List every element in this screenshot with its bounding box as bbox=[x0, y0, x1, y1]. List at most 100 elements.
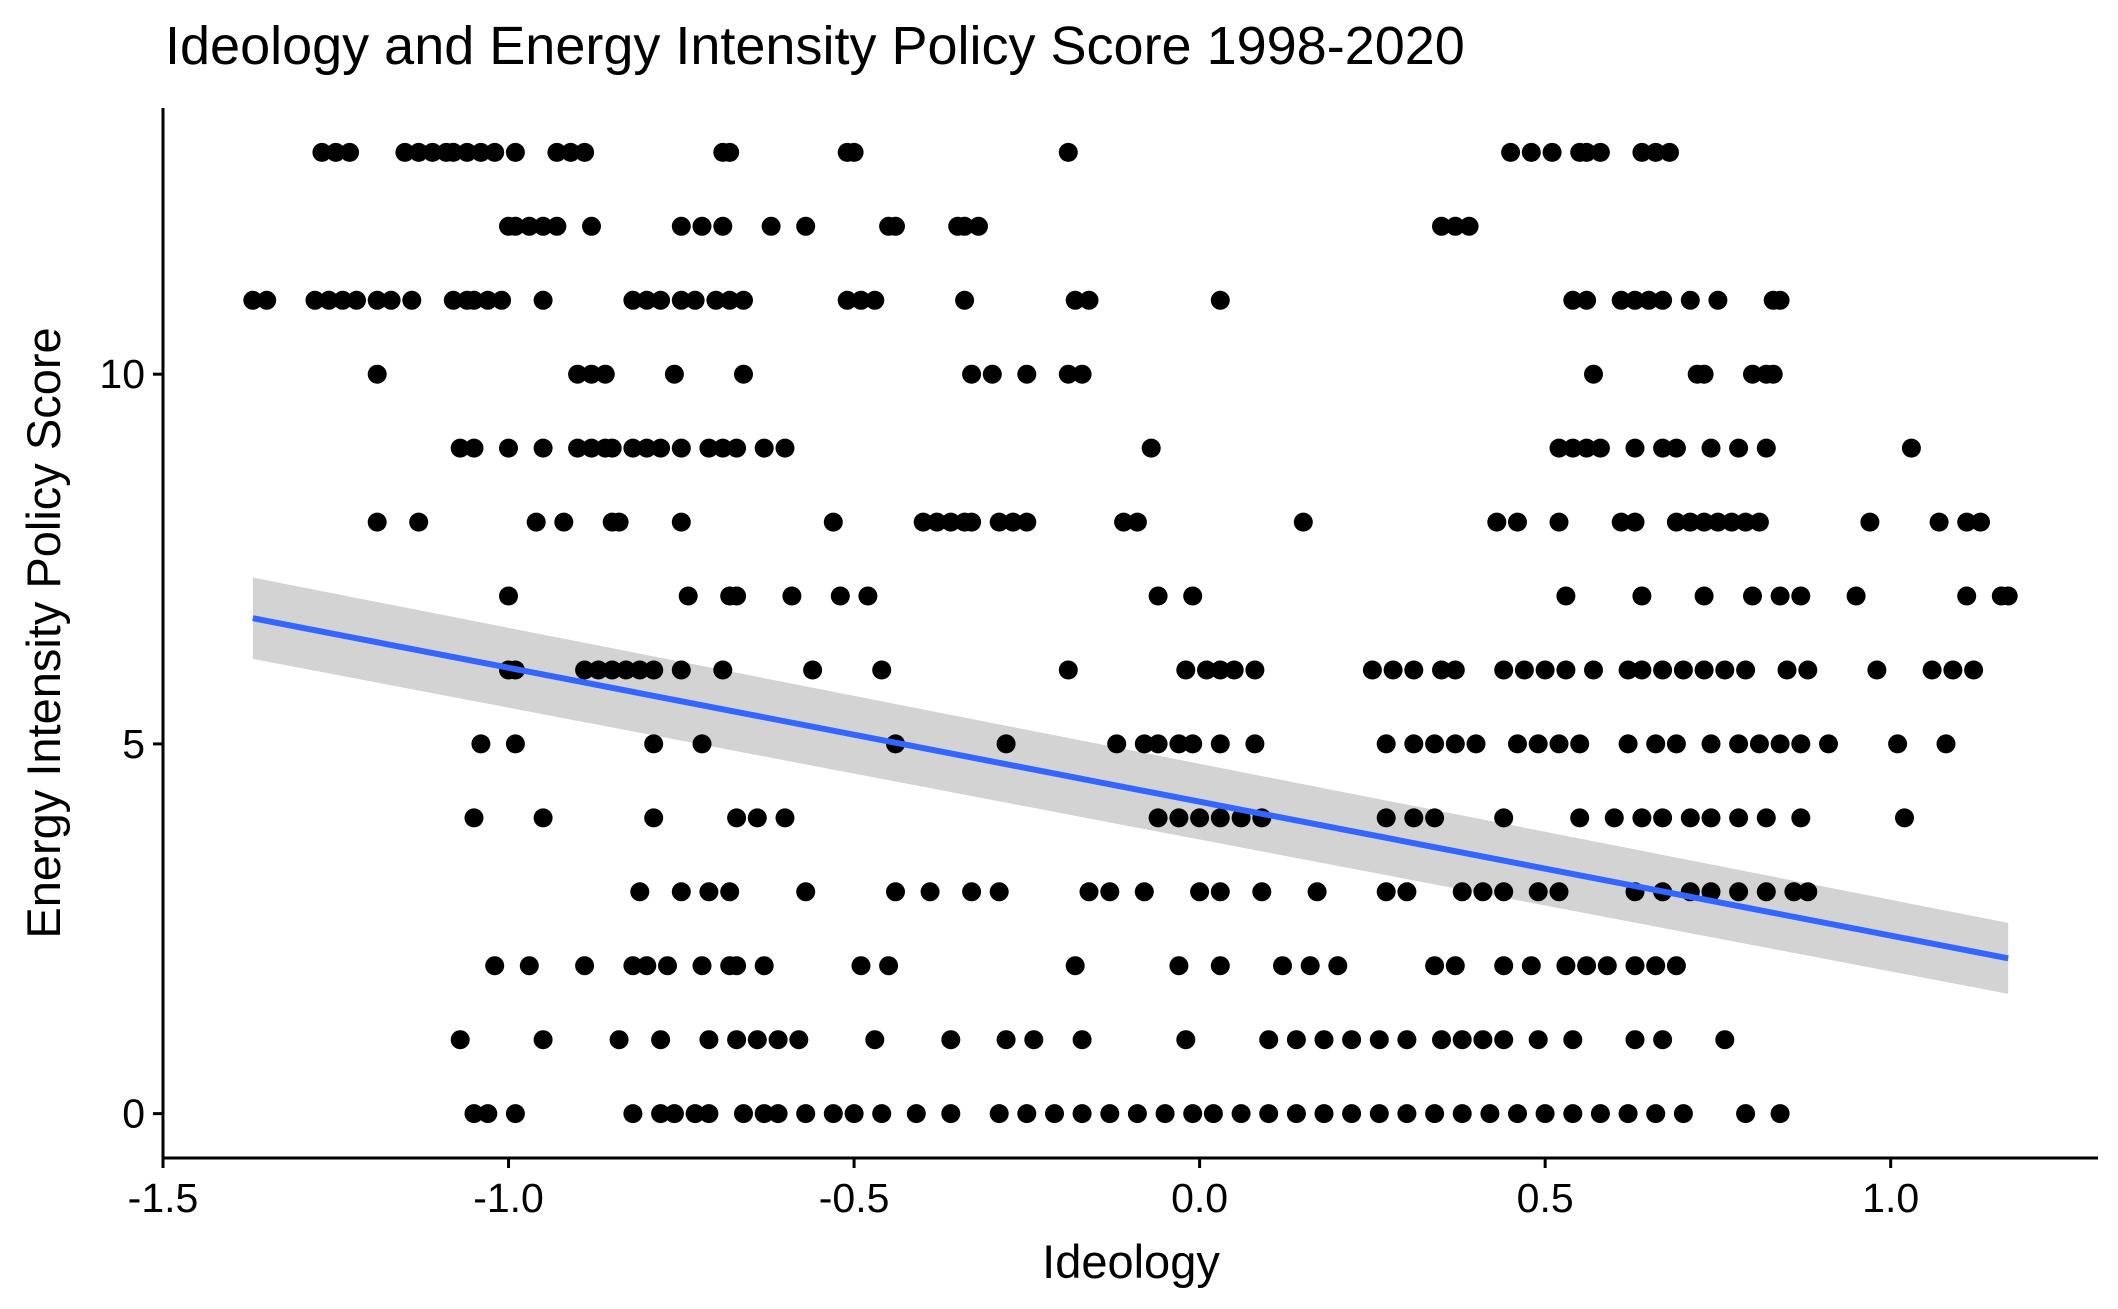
data-point bbox=[637, 956, 657, 976]
data-point bbox=[796, 882, 816, 902]
data-point bbox=[464, 1104, 484, 1124]
data-point bbox=[367, 364, 387, 384]
data-point bbox=[1632, 142, 1652, 162]
data-point bbox=[505, 1104, 525, 1124]
x-axis-title: Ideology bbox=[1042, 1235, 1220, 1288]
data-point bbox=[1445, 216, 1465, 236]
data-point bbox=[775, 808, 795, 828]
data-point bbox=[1867, 660, 1887, 680]
data-point bbox=[1549, 512, 1569, 532]
data-point bbox=[1791, 586, 1811, 606]
data-point bbox=[1611, 290, 1631, 310]
data-point bbox=[637, 438, 657, 458]
data-point bbox=[1286, 1104, 1306, 1124]
data-point bbox=[1169, 808, 1189, 828]
data-point bbox=[575, 956, 595, 976]
data-point bbox=[568, 364, 588, 384]
data-point bbox=[1535, 1104, 1555, 1124]
x-tick-label: -1.0 bbox=[473, 1175, 544, 1221]
data-point bbox=[664, 1104, 684, 1124]
data-point bbox=[533, 216, 553, 236]
data-point bbox=[1514, 660, 1534, 680]
data-point bbox=[699, 882, 719, 902]
data-point bbox=[1169, 956, 1189, 976]
data-point bbox=[761, 216, 781, 236]
data-point bbox=[1397, 1104, 1417, 1124]
data-point bbox=[499, 438, 518, 458]
data-point bbox=[519, 956, 539, 976]
data-point bbox=[941, 512, 961, 532]
data-point bbox=[499, 586, 518, 606]
data-point bbox=[727, 956, 747, 976]
data-point bbox=[519, 216, 539, 236]
trend-line bbox=[252, 615, 2009, 962]
data-point bbox=[754, 956, 774, 976]
data-point bbox=[1611, 512, 1631, 532]
data-point bbox=[955, 290, 975, 310]
data-point bbox=[1017, 1104, 1037, 1124]
data-point bbox=[464, 808, 484, 828]
data-point bbox=[1964, 660, 1984, 680]
data-point bbox=[630, 660, 650, 680]
data-point bbox=[1798, 882, 1818, 902]
data-point bbox=[671, 438, 691, 458]
data-point bbox=[582, 216, 601, 236]
data-point bbox=[1017, 512, 1037, 532]
data-point bbox=[706, 290, 726, 310]
data-point bbox=[768, 1104, 788, 1124]
data-point bbox=[1770, 586, 1790, 606]
data-point bbox=[1376, 882, 1396, 902]
data-point bbox=[1570, 808, 1590, 828]
data-point bbox=[1722, 512, 1742, 532]
data-point bbox=[1666, 512, 1686, 532]
data-point bbox=[1369, 1104, 1389, 1124]
data-point bbox=[505, 216, 525, 236]
data-point bbox=[588, 660, 608, 680]
data-point bbox=[671, 512, 691, 532]
data-point bbox=[1404, 808, 1424, 828]
data-point bbox=[1314, 1030, 1334, 1050]
data-point bbox=[443, 142, 463, 162]
data-point bbox=[602, 660, 622, 680]
data-point bbox=[1127, 512, 1147, 532]
data-point bbox=[1487, 512, 1507, 532]
data-point bbox=[1307, 882, 1327, 902]
data-point bbox=[1736, 660, 1756, 680]
data-point bbox=[754, 1104, 774, 1124]
data-point bbox=[1570, 734, 1590, 754]
data-point bbox=[920, 882, 940, 902]
data-point bbox=[1501, 142, 1521, 162]
data-point bbox=[823, 512, 843, 532]
data-point bbox=[692, 734, 712, 754]
data-point bbox=[367, 290, 387, 310]
data-point bbox=[464, 438, 484, 458]
data-point bbox=[1646, 1104, 1666, 1124]
data-point bbox=[243, 290, 263, 310]
data-point bbox=[644, 734, 664, 754]
data-point bbox=[1494, 1030, 1514, 1050]
data-point bbox=[1494, 808, 1514, 828]
data-point bbox=[1666, 956, 1686, 976]
data-point bbox=[1169, 734, 1189, 754]
data-point bbox=[464, 290, 484, 310]
data-point bbox=[1563, 1104, 1583, 1124]
data-point bbox=[1666, 438, 1686, 458]
data-point bbox=[747, 808, 767, 828]
data-point bbox=[630, 882, 650, 902]
data-point bbox=[395, 142, 415, 162]
data-point bbox=[1625, 956, 1645, 976]
data-point bbox=[775, 438, 795, 458]
data-point bbox=[1618, 1104, 1638, 1124]
data-point bbox=[1079, 882, 1099, 902]
data-point bbox=[623, 956, 643, 976]
data-point bbox=[1736, 512, 1756, 532]
data-point bbox=[1342, 1030, 1362, 1050]
data-point bbox=[1777, 660, 1797, 680]
data-point bbox=[1680, 290, 1700, 310]
y-tick-label: 5 bbox=[122, 721, 145, 767]
data-point bbox=[1452, 1030, 1472, 1050]
data-point bbox=[1708, 512, 1728, 532]
data-point bbox=[1791, 734, 1811, 754]
data-point bbox=[602, 438, 622, 458]
data-point bbox=[1148, 808, 1168, 828]
